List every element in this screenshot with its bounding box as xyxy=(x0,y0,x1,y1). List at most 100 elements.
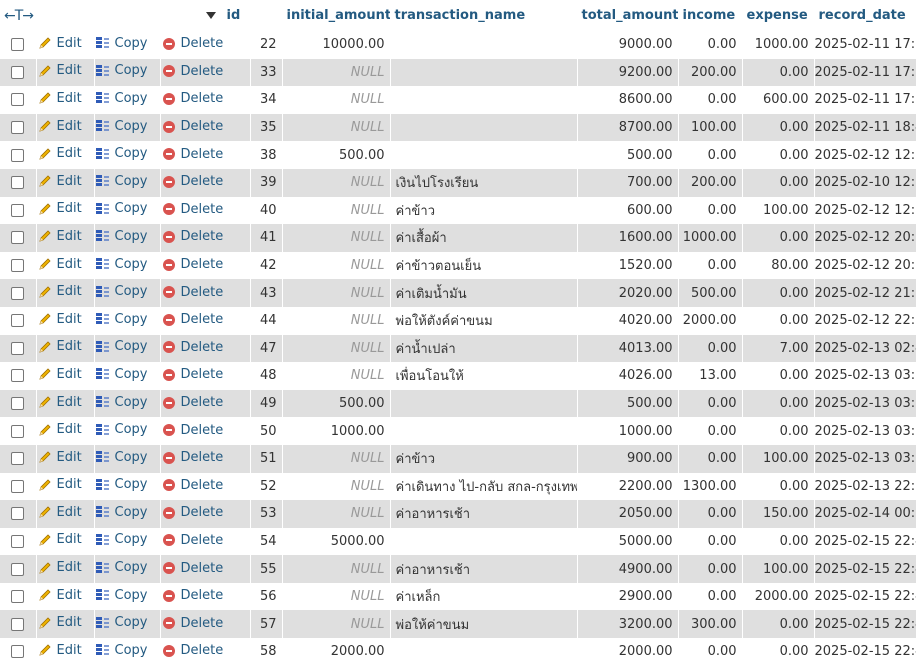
cell-total-amount[interactable]: 1520.00 xyxy=(577,251,679,280)
row-checkbox[interactable] xyxy=(11,617,25,631)
cell-id[interactable]: 40 xyxy=(250,196,283,225)
edit-link[interactable]: Edit xyxy=(37,228,82,244)
cell-expense[interactable]: 0.00 xyxy=(742,638,815,666)
cell-record-date[interactable]: 2025-02-12 12:51:01 xyxy=(814,196,916,225)
cell-income[interactable]: 13.00 xyxy=(678,362,743,390)
delete-link[interactable]: Delete xyxy=(161,367,223,383)
copy-link[interactable]: Copy xyxy=(95,504,147,520)
cell-transaction-name[interactable] xyxy=(390,389,578,418)
delete-link[interactable]: Delete xyxy=(161,119,223,135)
cell-initial-amount[interactable]: NULL xyxy=(282,334,391,363)
edit-link[interactable]: Edit xyxy=(37,201,82,217)
cell-id[interactable]: 33 xyxy=(250,58,283,87)
edit-link[interactable]: Edit xyxy=(37,90,82,106)
cell-expense[interactable]: 0.00 xyxy=(742,417,815,445)
edit-link[interactable]: Edit xyxy=(37,284,82,300)
cell-initial-amount[interactable]: 10000.00 xyxy=(282,31,391,59)
delete-link[interactable]: Delete xyxy=(161,174,223,190)
cell-income[interactable]: 0.00 xyxy=(678,555,743,583)
cell-record-date[interactable]: 2025-02-12 20:53:31 xyxy=(814,251,916,280)
cell-total-amount[interactable]: 4020.00 xyxy=(577,306,679,335)
column-arrows-icon[interactable]: ←T→ xyxy=(4,7,34,24)
delete-link[interactable]: Delete xyxy=(161,450,223,466)
row-checkbox[interactable] xyxy=(11,314,25,328)
cell-total-amount[interactable]: 900.00 xyxy=(577,444,679,473)
cell-initial-amount[interactable]: NULL xyxy=(282,58,391,87)
edit-link[interactable]: Edit xyxy=(37,615,82,631)
cell-income[interactable]: 1300.00 xyxy=(678,472,743,501)
cell-record-date[interactable]: 2025-02-13 03:24:03 xyxy=(814,444,916,473)
delete-link[interactable]: Delete xyxy=(161,36,223,52)
row-checkbox[interactable] xyxy=(11,397,25,411)
edit-link[interactable]: Edit xyxy=(37,118,82,134)
edit-link[interactable]: Edit xyxy=(37,477,82,493)
delete-link[interactable]: Delete xyxy=(161,284,223,300)
cell-record-date[interactable]: 2025-02-15 22:41:40 xyxy=(814,555,916,583)
cell-initial-amount[interactable]: NULL xyxy=(282,582,391,611)
cell-expense[interactable]: 150.00 xyxy=(742,500,815,528)
cell-total-amount[interactable]: 2000.00 xyxy=(577,638,679,666)
cell-transaction-name[interactable]: ค่าน้ำเปล่า xyxy=(390,334,578,363)
cell-transaction-name[interactable]: ค่าข้าว xyxy=(390,444,578,473)
edit-link[interactable]: Edit xyxy=(37,394,82,410)
row-checkbox[interactable] xyxy=(11,38,25,52)
cell-expense[interactable]: 100.00 xyxy=(742,555,815,583)
cell-expense[interactable]: 2000.00 xyxy=(742,582,815,611)
copy-link[interactable]: Copy xyxy=(95,35,147,51)
cell-income[interactable]: 500.00 xyxy=(678,279,743,307)
row-checkbox[interactable] xyxy=(11,121,25,135)
cell-initial-amount[interactable]: NULL xyxy=(282,610,391,639)
cell-total-amount[interactable]: 4900.00 xyxy=(577,555,679,583)
row-checkbox[interactable] xyxy=(11,452,25,466)
cell-transaction-name[interactable]: ค่าเหล็ก xyxy=(390,582,578,611)
row-checkbox[interactable] xyxy=(11,93,25,107)
cell-id[interactable]: 58 xyxy=(250,638,283,666)
cell-expense[interactable]: 0.00 xyxy=(742,389,815,418)
delete-link[interactable]: Delete xyxy=(161,312,223,328)
copy-link[interactable]: Copy xyxy=(95,284,147,300)
cell-expense[interactable]: 0.00 xyxy=(742,472,815,501)
cell-initial-amount[interactable]: NULL xyxy=(282,113,391,142)
cell-transaction-name[interactable]: พ่อให้ตังค์ค่าขนม xyxy=(390,306,578,335)
row-checkbox[interactable] xyxy=(11,286,25,300)
cell-expense[interactable]: 100.00 xyxy=(742,196,815,225)
cell-id[interactable]: 47 xyxy=(250,334,283,363)
cell-record-date[interactable]: 2025-02-15 22:41:22 xyxy=(814,527,916,556)
cell-transaction-name[interactable] xyxy=(390,638,578,666)
cell-income[interactable]: 2000.00 xyxy=(678,306,743,335)
cell-initial-amount[interactable]: 500.00 xyxy=(282,141,391,169)
cell-id[interactable]: 22 xyxy=(250,31,283,59)
cell-id[interactable]: 42 xyxy=(250,251,283,280)
cell-total-amount[interactable]: 2900.00 xyxy=(577,582,679,611)
delete-link[interactable]: Delete xyxy=(161,560,223,576)
delete-link[interactable]: Delete xyxy=(161,643,223,659)
cell-initial-amount[interactable]: NULL xyxy=(282,362,391,390)
cell-total-amount[interactable]: 3200.00 xyxy=(577,610,679,639)
cell-expense[interactable]: 0.00 xyxy=(742,58,815,87)
row-checkbox[interactable] xyxy=(11,341,25,355)
row-checkbox[interactable] xyxy=(11,259,25,273)
cell-id[interactable]: 43 xyxy=(250,279,283,307)
cell-id[interactable]: 55 xyxy=(250,555,283,583)
cell-income[interactable]: 300.00 xyxy=(678,610,743,639)
cell-initial-amount[interactable]: NULL xyxy=(282,444,391,473)
cell-expense[interactable]: 0.00 xyxy=(742,306,815,335)
cell-expense[interactable]: 0.00 xyxy=(742,113,815,142)
cell-initial-amount[interactable]: 2000.00 xyxy=(282,638,391,666)
cell-transaction-name[interactable]: ค่าข้าว xyxy=(390,196,578,225)
cell-record-date[interactable]: 2025-02-11 18:47:01 xyxy=(814,113,916,142)
cell-id[interactable]: 52 xyxy=(250,472,283,501)
copy-link[interactable]: Copy xyxy=(95,642,147,658)
row-checkbox[interactable] xyxy=(11,645,25,659)
cell-initial-amount[interactable]: NULL xyxy=(282,86,391,114)
cell-transaction-name[interactable]: ค่าเดินทาง ไป-กลับ สกล-กรุงเทพ xyxy=(390,472,578,501)
cell-initial-amount[interactable]: 500.00 xyxy=(282,389,391,418)
cell-expense[interactable]: 0.00 xyxy=(742,610,815,639)
cell-income[interactable]: 0.00 xyxy=(678,582,743,611)
cell-total-amount[interactable]: 4026.00 xyxy=(577,362,679,390)
cell-id[interactable]: 49 xyxy=(250,389,283,418)
cell-transaction-name[interactable] xyxy=(390,417,578,445)
cell-record-date[interactable]: 2025-02-14 00:51:47 xyxy=(814,500,916,528)
cell-record-date[interactable]: 2025-02-13 03:23:52 xyxy=(814,417,916,445)
edit-link[interactable]: Edit xyxy=(37,560,82,576)
